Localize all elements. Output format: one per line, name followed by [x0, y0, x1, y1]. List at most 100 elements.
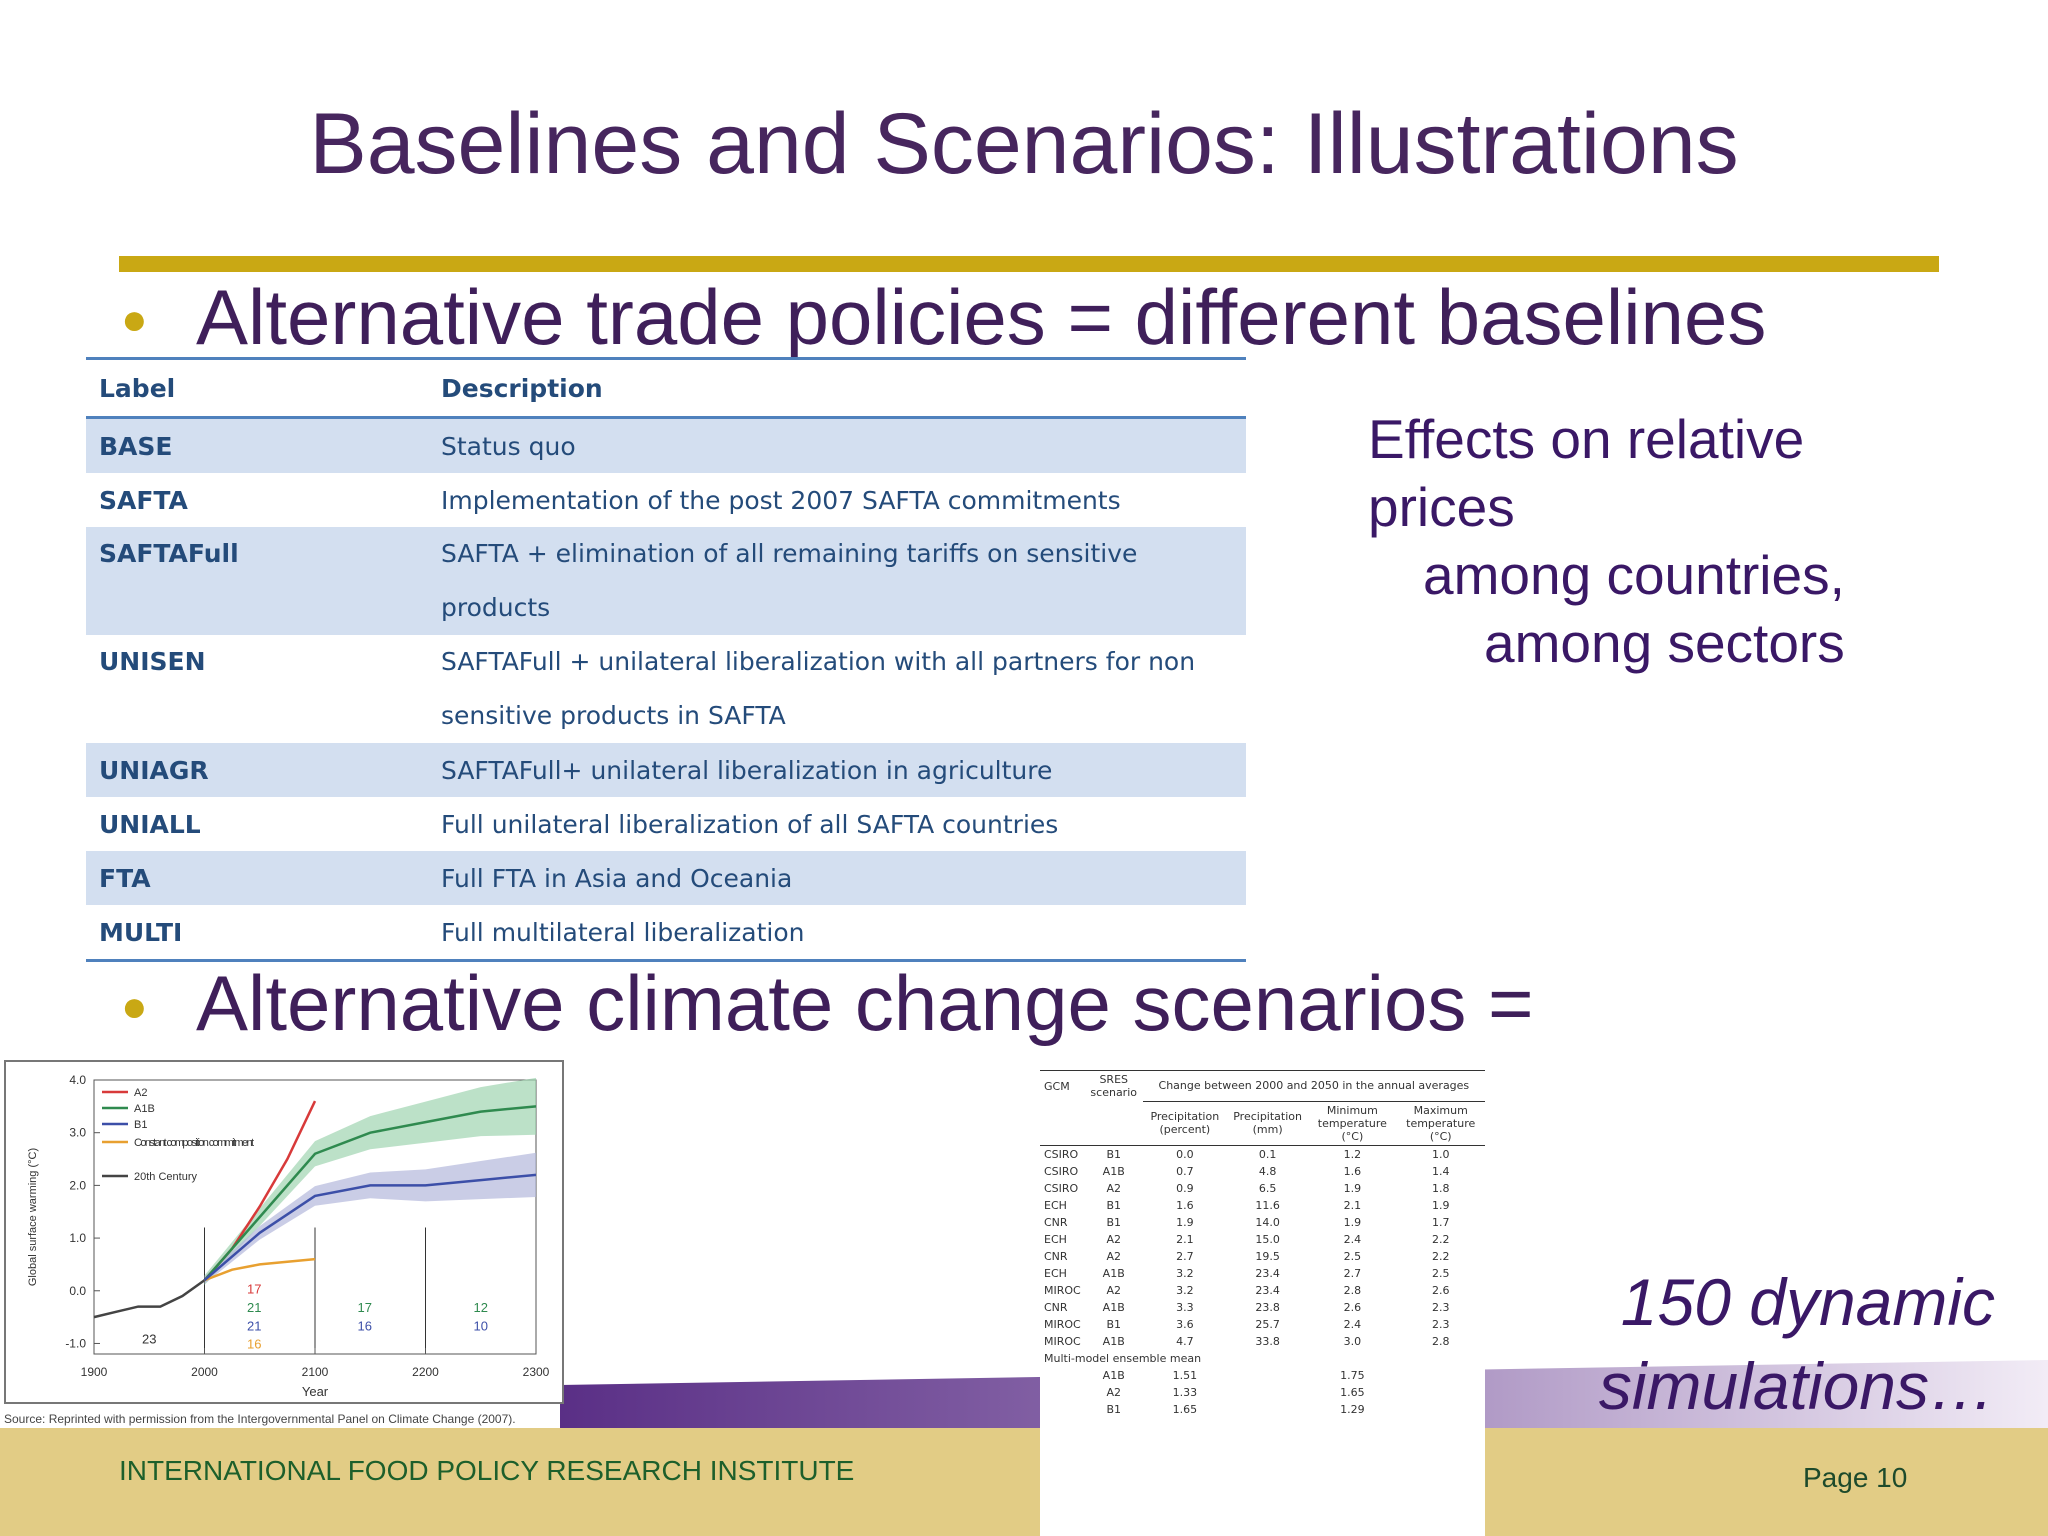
table-cell: 3.2: [1176, 1283, 1194, 1297]
table-cell: B1: [1106, 1147, 1121, 1161]
table-cell: 1.2: [1343, 1147, 1362, 1161]
x-axis-label: Year: [302, 1384, 329, 1399]
table-cell: 2.6: [1431, 1283, 1450, 1297]
table-row: BASE Status quo: [86, 419, 1246, 473]
chart-annotation: 12: [474, 1300, 488, 1315]
table-cell: B1: [1106, 1317, 1121, 1331]
head-sres: SRES scenario: [1090, 1073, 1137, 1099]
table-cell: MIROC: [1044, 1317, 1081, 1331]
table-cell: 19.5: [1255, 1249, 1280, 1263]
table-cell: [1040, 1384, 1085, 1401]
table-cell: 2.1: [1343, 1198, 1362, 1212]
footer-institute: INTERNATIONAL FOOD POLICY RESEARCH INSTI…: [119, 1455, 855, 1486]
row-label: FTA: [99, 863, 151, 893]
table-cell: CSIRO: [1044, 1181, 1079, 1195]
table-cell: 2.4: [1343, 1232, 1362, 1246]
slide-title: Baselines and Scenarios: Illustrations: [309, 96, 1739, 192]
table-cell: CSIRO: [1044, 1147, 1079, 1161]
ensemble-label: Multi-model ensemble mean: [1044, 1351, 1202, 1365]
y-axis-label: Global surface warming (°C): [27, 1148, 39, 1286]
table-cell: 1.0: [1431, 1147, 1450, 1161]
chart-annotation: 21: [247, 1318, 261, 1333]
table-cell: 2.2: [1431, 1249, 1450, 1263]
table-cell: 4.8: [1258, 1164, 1277, 1178]
climate-table-grid: GCM SRES scenario Change between 2000 an…: [1040, 1070, 1485, 1418]
table-cell: 2.5: [1343, 1249, 1362, 1263]
table-cell: A1B: [1102, 1300, 1125, 1314]
y-tick-label: -1.0: [65, 1336, 86, 1350]
table-cell: [1396, 1367, 1485, 1384]
table-cell: 1.33: [1172, 1385, 1198, 1399]
row-label: MULTI: [99, 917, 183, 947]
row-description: SAFTA + elimination of all remaining tar…: [441, 539, 1138, 622]
bullet-climate-scenarios: Alternative climate change scenarios =: [196, 959, 1534, 1047]
table-row: CSIRO A1B 0.7 4.8 1.6 1.4: [1040, 1163, 1485, 1180]
head-change: Change between 2000 and 2050 in the annu…: [1142, 1070, 1485, 1102]
row-description: Status quo: [441, 431, 576, 461]
footer-band: [0, 1428, 2048, 1536]
table-row: MIROC A1B 4.7 33.8 3.0 2.8: [1040, 1333, 1485, 1350]
table-row: A2 1.33 1.65: [1040, 1384, 1485, 1401]
row-description: Full FTA in Asia and Oceania: [441, 863, 793, 893]
table-cell: 25.7: [1255, 1317, 1280, 1331]
series-line: [203, 1105, 537, 1282]
table-cell: CNR: [1044, 1249, 1068, 1263]
chart-source: Source: Reprinted with permission from t…: [4, 1412, 516, 1426]
chart-annotation: 10: [474, 1318, 488, 1333]
table-row: UNIAGR SAFTAFull+ unilateral liberalizat…: [86, 743, 1246, 797]
table-cell: 1.9: [1343, 1215, 1362, 1229]
simulations-note: 150 dynamic simulations…: [1540, 1260, 1995, 1428]
table-row: ECH B1 1.6 11.6 2.1 1.9: [1040, 1197, 1485, 1214]
table-cell: MIROC: [1044, 1283, 1081, 1297]
page-number: Page 10: [1803, 1462, 1908, 1493]
subhead: Precipitation (percent): [1150, 1110, 1220, 1136]
table-cell: 1.65: [1172, 1402, 1198, 1416]
table-row: MIROC A2 3.2 23.4 2.8 2.6: [1040, 1282, 1485, 1299]
row-label: UNISEN: [99, 647, 206, 676]
table-cell: 1.51: [1172, 1368, 1198, 1382]
table-cell: 0.9: [1176, 1181, 1194, 1195]
subhead: Maximum temperature (°C): [1406, 1103, 1476, 1143]
effects-line: prices: [1368, 476, 1515, 538]
table-cell: ECH: [1044, 1232, 1067, 1246]
table-cell: ECH: [1044, 1266, 1067, 1280]
y-tick-label: 4.0: [69, 1073, 86, 1087]
x-tick-label: 2000: [191, 1365, 218, 1379]
table-row: SAFTA Implementation of the post 2007 SA…: [86, 473, 1246, 527]
table-row: CSIRO B1 0.0 0.1 1.2 1.0: [1040, 1145, 1485, 1163]
table-cell: CNR: [1044, 1215, 1068, 1229]
table-row: FTA Full FTA in Asia and Oceania: [86, 851, 1246, 905]
table-cell: A1B: [1102, 1334, 1125, 1348]
table-cell: 2.3: [1431, 1300, 1450, 1314]
row-description: SAFTAFull + unilateral liberalization wi…: [441, 647, 1196, 730]
table-cell: A1B: [1102, 1266, 1125, 1280]
table-cell: B1: [1106, 1198, 1121, 1212]
legend-entry: B1: [134, 1119, 147, 1131]
table-cell: 14.0: [1255, 1215, 1280, 1229]
row-label: SAFTAFull: [99, 539, 239, 568]
table-row: B1 1.65 1.29: [1040, 1401, 1485, 1418]
table-cell: 1.9: [1431, 1198, 1450, 1212]
series-line: [203, 1100, 317, 1282]
table-cell: 1.4: [1431, 1164, 1450, 1178]
header-description: Description: [441, 373, 603, 403]
table-cell: [1227, 1401, 1308, 1418]
table-cell: 3.2: [1176, 1266, 1194, 1280]
bullet-trade-policies: Alternative trade policies = different b…: [196, 273, 1767, 361]
policy-table: Label Description BASE Status quo SAFTA …: [86, 357, 1246, 962]
row-description: Implementation of the post 2007 SAFTA co…: [441, 485, 1121, 515]
uncertainty-band: [204, 1077, 536, 1285]
table-row: CNR A2 2.7 19.5 2.5 2.2: [1040, 1248, 1485, 1265]
x-tick-label: 1900: [81, 1365, 108, 1379]
climate-change-table: GCM SRES scenario Change between 2000 an…: [1040, 1070, 1485, 1536]
warming-chart: 4.0 3.0 2.0 1.0 0.0 -1.0 1900 2000 2100 2200 2300 Y…: [4, 1060, 564, 1404]
table-cell: 0.7: [1176, 1164, 1194, 1178]
chart-annotation: 23: [142, 1331, 156, 1346]
y-tick-label: 2.0: [69, 1178, 86, 1192]
x-tick-label: 2300: [523, 1365, 550, 1379]
table-cell: A1B: [1102, 1368, 1125, 1382]
chart-annotation: 17: [247, 1281, 261, 1296]
chart-annotation: 16: [357, 1318, 371, 1333]
table-cell: 15.0: [1255, 1232, 1280, 1246]
table-cell: 1.7: [1431, 1215, 1450, 1229]
